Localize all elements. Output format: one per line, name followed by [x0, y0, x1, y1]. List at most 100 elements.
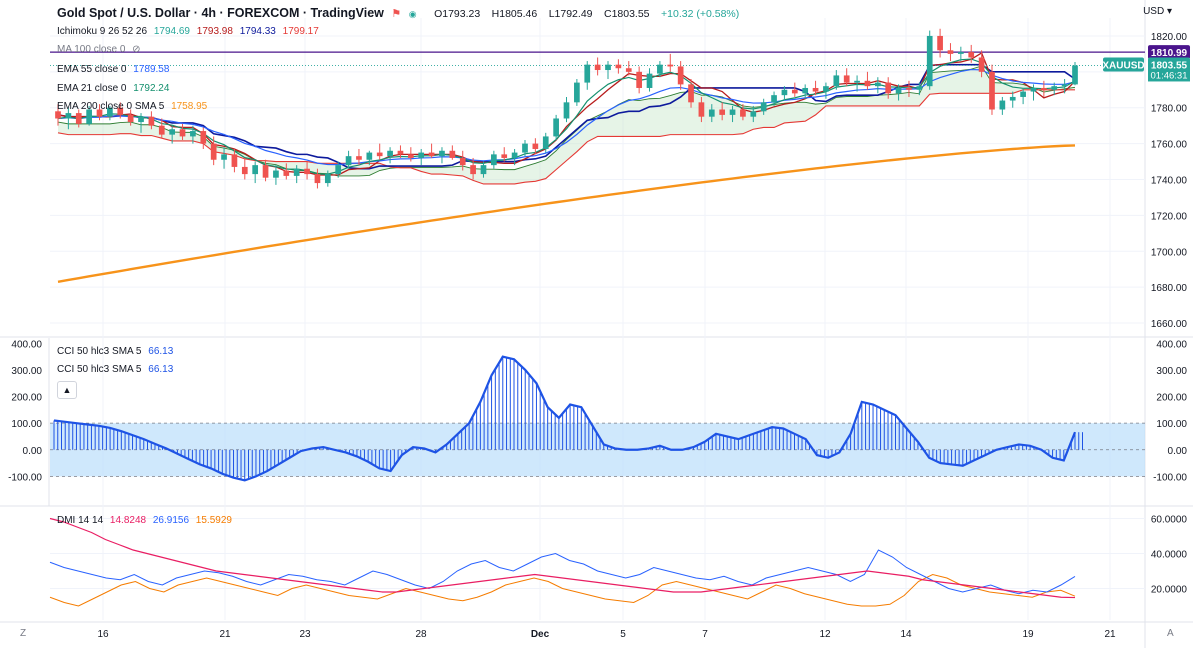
cci-left-tick: 100.00: [11, 419, 42, 430]
candle-body: [719, 109, 726, 115]
dmi-tick-label: 40.0000: [1151, 550, 1188, 561]
candle-body: [895, 87, 902, 94]
candle-body: [293, 168, 300, 176]
candle-body: [324, 174, 331, 184]
candle-body: [926, 35, 933, 87]
candle-body: [283, 170, 290, 176]
candle-body: [221, 154, 227, 160]
ohlc-high: H1805.46: [491, 8, 538, 20]
candle-body: [978, 57, 985, 72]
candle-body: [584, 64, 591, 83]
auto-scale-icon[interactable]: A: [1167, 628, 1174, 639]
candle-body: [864, 80, 871, 87]
level-label-bg: [1148, 45, 1190, 60]
candle-body: [480, 165, 487, 175]
candle-body: [729, 109, 736, 115]
cci-right-tick: 300.00: [1156, 366, 1187, 377]
candle-body: [117, 107, 124, 115]
legend-ema55[interactable]: EMA 55 close 0 1789.58: [57, 64, 170, 75]
candle-body: [646, 73, 653, 88]
legend-dmi[interactable]: DMI 14 14 14.8248 26.9156 15.5929: [57, 515, 232, 526]
legend-ema200[interactable]: EMA 200 close 0 SMA 5 1758.95: [57, 101, 208, 112]
candle-body: [356, 156, 362, 160]
cci-right-tick: 400.00: [1156, 339, 1187, 350]
candle-body: [812, 87, 819, 92]
cci-left-tick: 200.00: [11, 393, 42, 404]
candle-body: [937, 35, 943, 51]
ema200-line: [57, 144, 1076, 283]
legend-ma100[interactable]: MA 100 close 0 ⊘: [57, 44, 141, 55]
legend-cci-1[interactable]: CCI 50 hlc3 SMA 5 66.13: [57, 346, 174, 357]
candle-body: [750, 111, 757, 117]
price-tick-label: 1740.00: [1151, 175, 1188, 186]
legend-ema21[interactable]: EMA 21 close 0 1792.24: [57, 83, 170, 94]
cci-left-tick: 0.00: [23, 446, 43, 457]
cci-right-tick: 100.00: [1156, 419, 1187, 430]
candle-body: [677, 66, 684, 85]
candle-body: [542, 136, 549, 149]
eye-off-icon[interactable]: ⊘: [132, 44, 141, 55]
candle-body: [96, 109, 103, 117]
ichimoku-span-b: [57, 89, 1075, 185]
cci-right-tick: -100.00: [1153, 472, 1187, 483]
candle-body: [190, 131, 196, 137]
candle-body: [169, 129, 176, 135]
candle-body: [314, 174, 321, 184]
legend-ichimoku[interactable]: Ichimoku 9 26 52 26 1794.69 1793.98 1794…: [57, 26, 319, 37]
candle-body: [491, 154, 497, 166]
price-tick-label: 1700.00: [1151, 247, 1188, 258]
candle-body: [781, 89, 788, 96]
candle-body: [957, 52, 964, 54]
time-tick-label: 23: [299, 629, 311, 640]
candle-body: [636, 71, 642, 88]
time-tick-label: 28: [415, 629, 427, 640]
candle-body: [158, 125, 165, 135]
dmi-tick-label: 20.0000: [1151, 585, 1188, 596]
legend-cci-2[interactable]: CCI 50 hlc3 SMA 5 66.13: [57, 364, 174, 375]
candle-body: [376, 152, 383, 157]
candle-body: [107, 107, 113, 117]
candle-body: [1051, 86, 1058, 90]
candle-body: [75, 113, 82, 124]
candle-body: [449, 150, 456, 158]
candle-body: [802, 87, 809, 94]
candle-body: [459, 157, 466, 166]
cci-layer: [50, 355, 1145, 482]
candle-body: [999, 100, 1006, 110]
candle-body: [947, 50, 954, 54]
candle-body: [210, 143, 217, 160]
ohlc-change: +10.32 (+0.58%): [661, 8, 740, 20]
candle-body: [86, 109, 92, 124]
flag-icon[interactable]: ⚑: [391, 8, 402, 20]
adx-line: [49, 517, 1076, 599]
dmi-minus-line: [49, 573, 1076, 607]
candle-body: [252, 165, 259, 175]
candle-body: [241, 166, 248, 175]
candle-body: [511, 152, 518, 158]
price-tick-label: 1680.00: [1151, 283, 1188, 294]
candle-body: [1009, 96, 1016, 101]
collapse-legend-button[interactable]: ▲: [57, 381, 77, 399]
ema21-line: [57, 58, 1076, 175]
candle-body: [65, 113, 72, 119]
candle-body: [594, 64, 601, 71]
candle-body: [791, 89, 798, 94]
candles-layer: [55, 28, 1078, 189]
candle-body: [740, 109, 746, 117]
candle-body: [273, 170, 279, 178]
candle-body: [439, 150, 445, 157]
candle-body: [989, 71, 995, 110]
dmi-tick-label: 60.0000: [1151, 515, 1188, 526]
candle-body: [470, 165, 476, 175]
candle-body: [833, 75, 840, 87]
candle-body: [885, 82, 892, 94]
candle-body: [574, 82, 580, 103]
time-tick-label: Dec: [531, 629, 550, 640]
candle-body: [1072, 65, 1078, 85]
candle-body: [605, 64, 611, 71]
zoom-reset-icon[interactable]: Z: [20, 628, 27, 639]
time-tick-label: 5: [620, 629, 626, 640]
candle-body: [55, 111, 61, 119]
candle-body: [688, 84, 694, 103]
